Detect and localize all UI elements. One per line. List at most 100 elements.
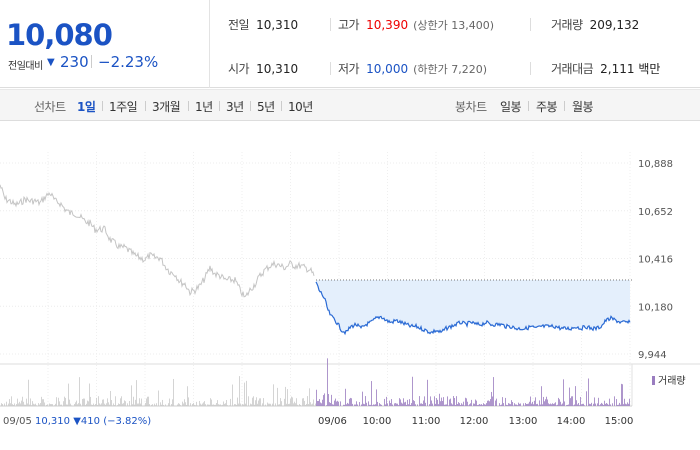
volume-bar	[602, 403, 603, 406]
volume-bar	[354, 404, 355, 406]
volume-bar	[305, 404, 306, 406]
volume-bar	[274, 405, 275, 406]
volume-bar	[39, 404, 40, 406]
volume-bar	[322, 399, 323, 406]
volume-bar	[610, 404, 611, 406]
volume-bar	[177, 404, 178, 406]
volume-bar	[302, 398, 303, 406]
period-5y[interactable]: 5년	[257, 100, 275, 114]
volume-bar	[320, 402, 321, 406]
volume-bar	[502, 397, 503, 406]
volume-bar	[529, 401, 530, 406]
volume-bar	[533, 404, 534, 406]
volume-bar	[409, 399, 410, 406]
volume-bar	[79, 377, 80, 406]
volume-bar	[333, 404, 334, 406]
x-tick-label: 11:00	[412, 416, 441, 427]
stat-value: 10,390	[366, 18, 409, 32]
volume-bar	[381, 404, 382, 406]
x-tick-label: 14:00	[557, 416, 586, 427]
stat-value: 10,310	[256, 62, 299, 76]
volume-bar	[552, 403, 553, 406]
volume-bar	[595, 403, 596, 406]
volume-bar	[334, 400, 335, 406]
volume-bar	[591, 402, 592, 406]
volume-bar	[519, 403, 520, 406]
volume-bar	[396, 403, 397, 406]
volume-bar	[542, 404, 543, 406]
volume-bar	[149, 404, 150, 406]
change-label: 전일대비	[8, 61, 43, 72]
volume-bar	[482, 405, 483, 406]
divider	[528, 101, 529, 111]
stat-label: 시가	[228, 62, 250, 76]
volume-bar	[364, 404, 365, 406]
volume-bar	[349, 398, 350, 406]
volume-bar	[434, 396, 435, 406]
period-1y[interactable]: 1년	[195, 100, 213, 114]
volume-bar	[512, 401, 513, 406]
volume-bar	[583, 403, 584, 406]
stat-label: 고가	[338, 18, 360, 32]
volume-bar	[18, 403, 19, 406]
period-3m[interactable]: 3개월	[152, 100, 181, 114]
volume-bar	[410, 404, 411, 406]
volume-bar	[200, 403, 201, 406]
volume-bar	[236, 404, 237, 406]
volume-bar	[235, 404, 236, 406]
volume-bar	[221, 405, 222, 406]
volume-bar	[220, 404, 221, 406]
volume-bar	[424, 396, 425, 406]
candle-weekly[interactable]: 주봉	[536, 100, 558, 114]
volume-bar	[505, 397, 506, 406]
volume-bar	[516, 404, 517, 406]
volume-bar	[607, 403, 608, 406]
volume-bar	[185, 402, 186, 406]
volume-bar	[578, 403, 579, 406]
volume-bar	[100, 404, 101, 406]
volume-bar	[208, 404, 209, 406]
candle-daily[interactable]: 일봉	[500, 100, 522, 114]
volume-bar	[438, 404, 439, 406]
volume-bar	[484, 404, 485, 406]
volume-bar	[23, 401, 24, 406]
candle-monthly[interactable]: 월봉	[572, 100, 594, 114]
period-10y[interactable]: 10년	[288, 100, 313, 114]
volume-bar	[105, 404, 106, 406]
x-axis: 09/06 10:00 11:00 12:00 13:00 14:00 15:00	[318, 416, 633, 427]
volume-bar	[477, 405, 478, 406]
volume-bar	[193, 402, 194, 406]
volume-bar	[118, 403, 119, 406]
volume-bar	[427, 379, 428, 406]
volume-bar	[359, 402, 360, 406]
volume-bar	[556, 405, 557, 406]
volume-bar	[608, 404, 609, 406]
period-1d[interactable]: 1일	[77, 100, 96, 114]
volume-bar	[17, 398, 18, 406]
volume-bar	[121, 396, 122, 406]
volume-bar	[445, 404, 446, 406]
volume-bar	[526, 403, 527, 406]
volume-bar	[63, 401, 64, 406]
period-1w[interactable]: 1주일	[109, 100, 138, 114]
volume-bar	[492, 396, 493, 406]
volume-bar	[348, 403, 349, 406]
volume-bar	[475, 399, 476, 406]
volume-bar	[323, 395, 324, 406]
x-date-label: 09/06	[318, 416, 347, 427]
stat-low: 저가 10,000 (하한가 7,220)	[338, 60, 487, 77]
stat-unit: 백만	[638, 62, 661, 76]
volume-bar	[580, 397, 581, 406]
volume-bar	[178, 403, 179, 406]
volume-bar	[237, 397, 238, 406]
volume-bar	[239, 376, 240, 406]
volume-bar	[465, 397, 466, 406]
volume-bar	[8, 403, 9, 406]
volume-bar	[468, 405, 469, 406]
volume-bar	[106, 403, 107, 406]
period-3y[interactable]: 3년	[226, 100, 244, 114]
volume-bar	[534, 400, 535, 406]
volume-bar	[490, 399, 491, 406]
volume-bar	[457, 404, 458, 406]
volume-bar	[356, 401, 357, 406]
